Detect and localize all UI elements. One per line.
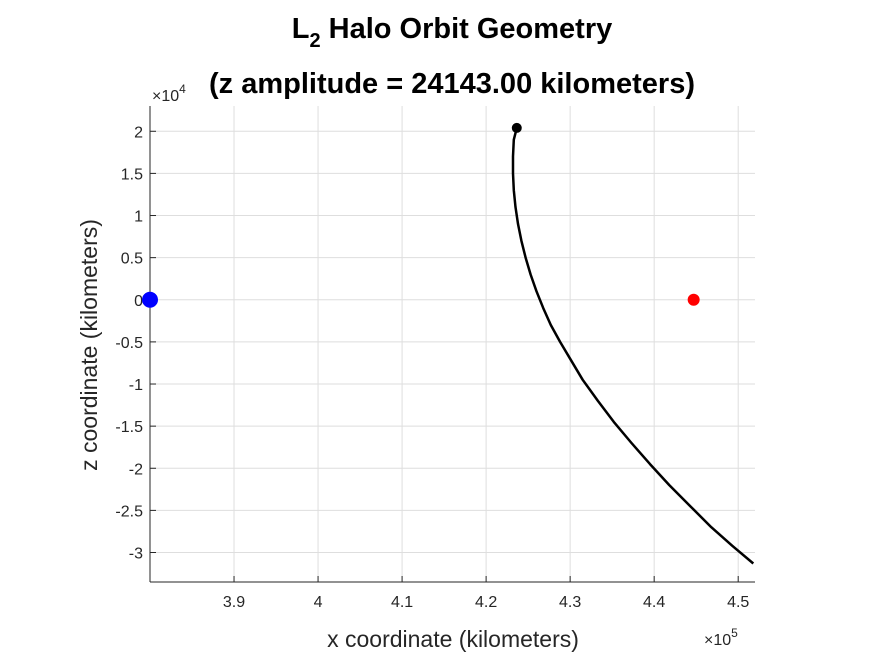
y-tick-label: -3 (129, 546, 143, 563)
y-ticks: 2 1.5 1 0.5 0 -0.5 -1 -1.5 -2 -2.5 -3 (115, 124, 156, 563)
x-tick-label: 4.3 (559, 594, 581, 611)
y-tick-label: 1.5 (121, 166, 143, 183)
chart-title: L2 Halo Orbit Geometry (292, 13, 613, 52)
x-tick-label: 4.1 (391, 594, 413, 611)
markers (142, 122, 700, 308)
y-axis-label: z coordinate (kilometers) (76, 219, 102, 471)
y-multiplier: ×104 (152, 82, 186, 105)
y-tick-label: -1 (129, 377, 143, 394)
y-tick-label: 0.5 (121, 251, 143, 268)
x-tick-label: 4.4 (643, 594, 665, 611)
chart-subtitle: (z amplitude = 24143.00 kilometers) (209, 68, 695, 100)
y-tick-label: 0 (134, 293, 143, 310)
y-tick-label: 1 (134, 209, 143, 226)
x-tick-label: 4.5 (727, 594, 749, 611)
x-tick-label: 4 (314, 594, 323, 611)
y-tick-label: -2 (129, 461, 143, 478)
y-tick-label: -2.5 (115, 503, 143, 520)
point-marker (687, 293, 700, 306)
point-marker (511, 122, 522, 133)
orbit-trajectory-line (511, 127, 755, 565)
y-tick-label: 2 (134, 124, 143, 141)
x-tick-label: 4.2 (475, 594, 497, 611)
series (511, 127, 755, 565)
x-axis-label: x coordinate (kilometers) (327, 626, 579, 652)
y-tick-label: -0.5 (115, 335, 143, 352)
grid (150, 106, 755, 582)
x-tick-label: 3.9 (223, 594, 245, 611)
x-multiplier: ×105 (704, 626, 738, 649)
y-tick-label: -1.5 (115, 419, 143, 436)
point-marker (142, 291, 158, 308)
x-ticks: 3.9 4 4.1 4.2 4.3 4.4 4.5 (223, 576, 749, 611)
